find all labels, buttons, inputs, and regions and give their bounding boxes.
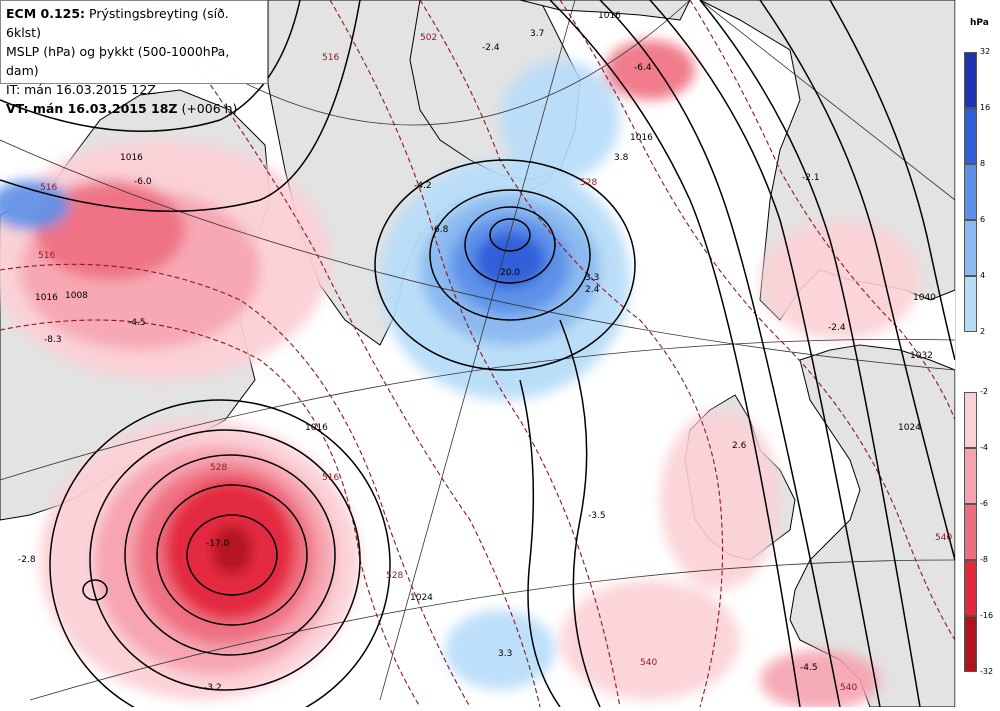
thickness-label: 540 [840, 683, 857, 693]
thickness-label: 540 [640, 658, 657, 668]
tendency-label: -2.8 [18, 555, 36, 565]
fall-tick-label: -16 [980, 611, 994, 620]
tendency-label: -3.5 [588, 511, 606, 521]
map-labels: 1016 1016 1016 1016 1024 1024 1032 1040 … [35, 11, 936, 603]
fall-tick-label: -6 [980, 499, 988, 508]
rise-area-south [445, 610, 555, 690]
fall-tick-label: -8 [980, 555, 988, 564]
fall-swatch [964, 560, 977, 616]
tendency-labels: -2.4 3.7 -6.4 3.8 -2.1 -4.2 6.8 20.0 3.3… [18, 29, 846, 693]
isobar-label: 1016 [305, 423, 328, 433]
rise-swatch [964, 52, 977, 108]
tendency-label: -17.0 [206, 539, 230, 549]
fall-area-iberia-north [760, 650, 880, 710]
fall-tick-label: -32 [980, 667, 994, 676]
rise-tick-label: 16 [980, 103, 991, 112]
fall-tick-label: -4 [980, 443, 988, 452]
thickness-label: 528 [386, 571, 403, 581]
fall-area-southeast [560, 580, 740, 700]
fall-swatch [964, 392, 977, 448]
thickness-label: 502 [420, 33, 437, 43]
isobar-label: 1024 [898, 423, 921, 433]
fall-tick-label: -2 [980, 387, 988, 396]
model-name: ECM 0.125: [6, 6, 86, 21]
thickness-label: 528 [580, 178, 597, 188]
title-line-model: ECM 0.125: Prýstingsbreyting (síð. 6klst… [6, 4, 262, 42]
isobar-label: 1024 [410, 593, 433, 603]
tendency-label: 20.0 [500, 268, 520, 278]
tendency-label: -6.4 [634, 63, 652, 73]
title-line-init-time: IT: mán 16.03.2015 12Z [6, 82, 156, 97]
legend-unit: hPa [970, 18, 989, 28]
tendency-label: -2.4 [482, 43, 500, 53]
thickness-label: 516 [322, 473, 339, 483]
rise-tick-label: 6 [980, 215, 986, 224]
isobar-label: 1016 [120, 153, 143, 163]
colorbar-legend: hPa 32 16 8 6 4 2 -2 -4 -6 -8 -16 -32 [955, 0, 1000, 707]
forecast-step: (+006 h) [181, 101, 238, 116]
tendency-label: 6.8 [434, 225, 449, 235]
isobar-label: 1016 [630, 133, 653, 143]
title-line-valid-time: VT: mán 16.03.2015 18Z (+006 h) [6, 99, 262, 118]
tendency-label: -2.4 [828, 323, 846, 333]
thickness-contours [0, 0, 956, 708]
valid-time: VT: mán 16.03.2015 18Z [6, 101, 178, 116]
isobar-label: 1032 [910, 351, 933, 361]
title-line-fields: MSLP (hPa) og þykkt (500-1000hPa, dam) [6, 44, 230, 78]
tendency-label: -6.0 [134, 177, 152, 187]
thickness-labels: 502 516 516 516 516 528 528 540 528 540 … [38, 33, 952, 693]
thickness-label: 516 [322, 53, 339, 63]
tendency-label: -8.3 [44, 335, 62, 345]
rise-tick-label: 8 [980, 159, 986, 168]
map-title-box: ECM 0.125: Prýstingsbreyting (síð. 6klst… [0, 0, 268, 116]
rise-tick-label: 32 [980, 47, 991, 56]
land-europe [789, 344, 956, 708]
tendency-label: 2.6 [732, 441, 747, 451]
tendency-label: 2.4 [585, 285, 600, 295]
tendency-label: -4.5 [128, 318, 146, 328]
field-name: Prýstingsbreyting (síð. 6klst) [6, 6, 229, 40]
rise-swatch [964, 220, 977, 276]
tendency-label: 3.3 [498, 649, 512, 659]
thickness-label: 540 [935, 533, 952, 543]
fall-area-canada-core [35, 180, 185, 280]
fall-swatch [964, 448, 977, 504]
tendency-label: -2.1 [802, 173, 820, 183]
thickness-label: 528 [210, 463, 227, 473]
tendency-label: 3.3 [585, 273, 599, 283]
tendency-label: -3.2 [204, 683, 222, 693]
rise-tick-label: 4 [980, 271, 986, 280]
rise-swatch [964, 276, 977, 332]
rise-tick-label: 2 [980, 327, 986, 336]
isobar-label: 1008 [65, 291, 88, 301]
fall-swatch [964, 616, 977, 672]
fall-swatch [964, 504, 977, 560]
fall-area-norway-sea [605, 40, 695, 100]
isobars [0, 0, 956, 711]
tendency-label: 3.8 [614, 153, 629, 163]
rise-area-northwest [0, 180, 70, 230]
rise-swatch [964, 108, 977, 164]
fall-area-atlantic-core [212, 525, 252, 575]
tendency-label: 3.7 [530, 29, 544, 39]
thickness-label: 516 [40, 183, 57, 193]
isobar-label: 1016 [598, 11, 621, 21]
rise-area-denmark-strait-core [475, 232, 545, 288]
tendency-label: -4.2 [414, 181, 432, 191]
rise-area-greenland-east [500, 60, 620, 180]
tendency-label: -4.5 [800, 663, 818, 673]
isobar-label: 1016 [35, 293, 58, 303]
isobar-label: 1040 [913, 293, 936, 303]
thickness-label: 516 [38, 251, 55, 261]
rise-swatch [964, 164, 977, 220]
